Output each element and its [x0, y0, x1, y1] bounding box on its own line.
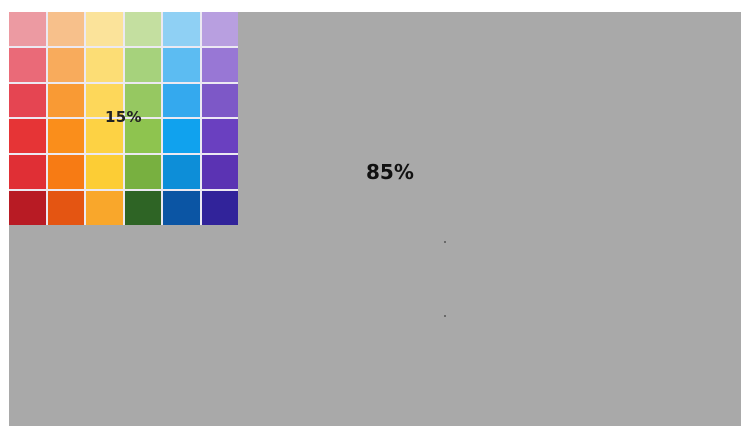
color-swatch-cell — [201, 83, 238, 118]
color-swatch-cell — [201, 47, 238, 82]
color-swatch-cell — [86, 47, 123, 82]
color-swatch-cell — [86, 83, 123, 118]
large-area-percentage: 85% — [366, 160, 414, 184]
color-swatch-cell — [9, 47, 46, 82]
color-swatch-cell — [9, 191, 46, 225]
color-swatch-cell — [9, 83, 46, 118]
color-swatch-cell — [163, 12, 200, 46]
color-swatch-cell — [163, 119, 200, 154]
color-swatch-cell — [124, 47, 161, 82]
color-swatch-cell — [163, 83, 200, 118]
color-swatch-cell — [201, 119, 238, 154]
color-swatch-cell — [86, 191, 123, 225]
color-swatch-cell — [47, 155, 84, 190]
color-swatch-cell — [124, 155, 161, 190]
color-swatch-cell — [163, 155, 200, 190]
color-swatch-cell — [163, 47, 200, 82]
color-swatch-cell — [201, 12, 238, 46]
color-swatch-cell — [47, 47, 84, 82]
color-swatch-cell — [163, 191, 200, 225]
color-swatch-cell — [9, 119, 46, 154]
color-swatch-cell — [201, 191, 238, 225]
color-swatch-grid — [9, 12, 238, 225]
speck-mark — [444, 241, 446, 243]
color-swatch-cell — [9, 12, 46, 46]
color-swatch-cell — [47, 119, 84, 154]
color-swatch-cell — [47, 12, 84, 46]
color-swatch-cell — [47, 191, 84, 225]
color-swatch-cell — [86, 12, 123, 46]
color-swatch-cell — [124, 119, 161, 154]
speck-mark — [444, 315, 446, 317]
color-swatch-cell — [124, 191, 161, 225]
small-area-percentage: 15% — [105, 108, 142, 126]
color-swatch-cell — [86, 155, 123, 190]
color-swatch-cell — [201, 155, 238, 190]
color-swatch-cell — [9, 155, 46, 190]
color-swatch-cell — [86, 119, 123, 154]
color-swatch-cell — [124, 83, 161, 118]
color-swatch-cell — [124, 12, 161, 46]
color-swatch-cell — [47, 83, 84, 118]
